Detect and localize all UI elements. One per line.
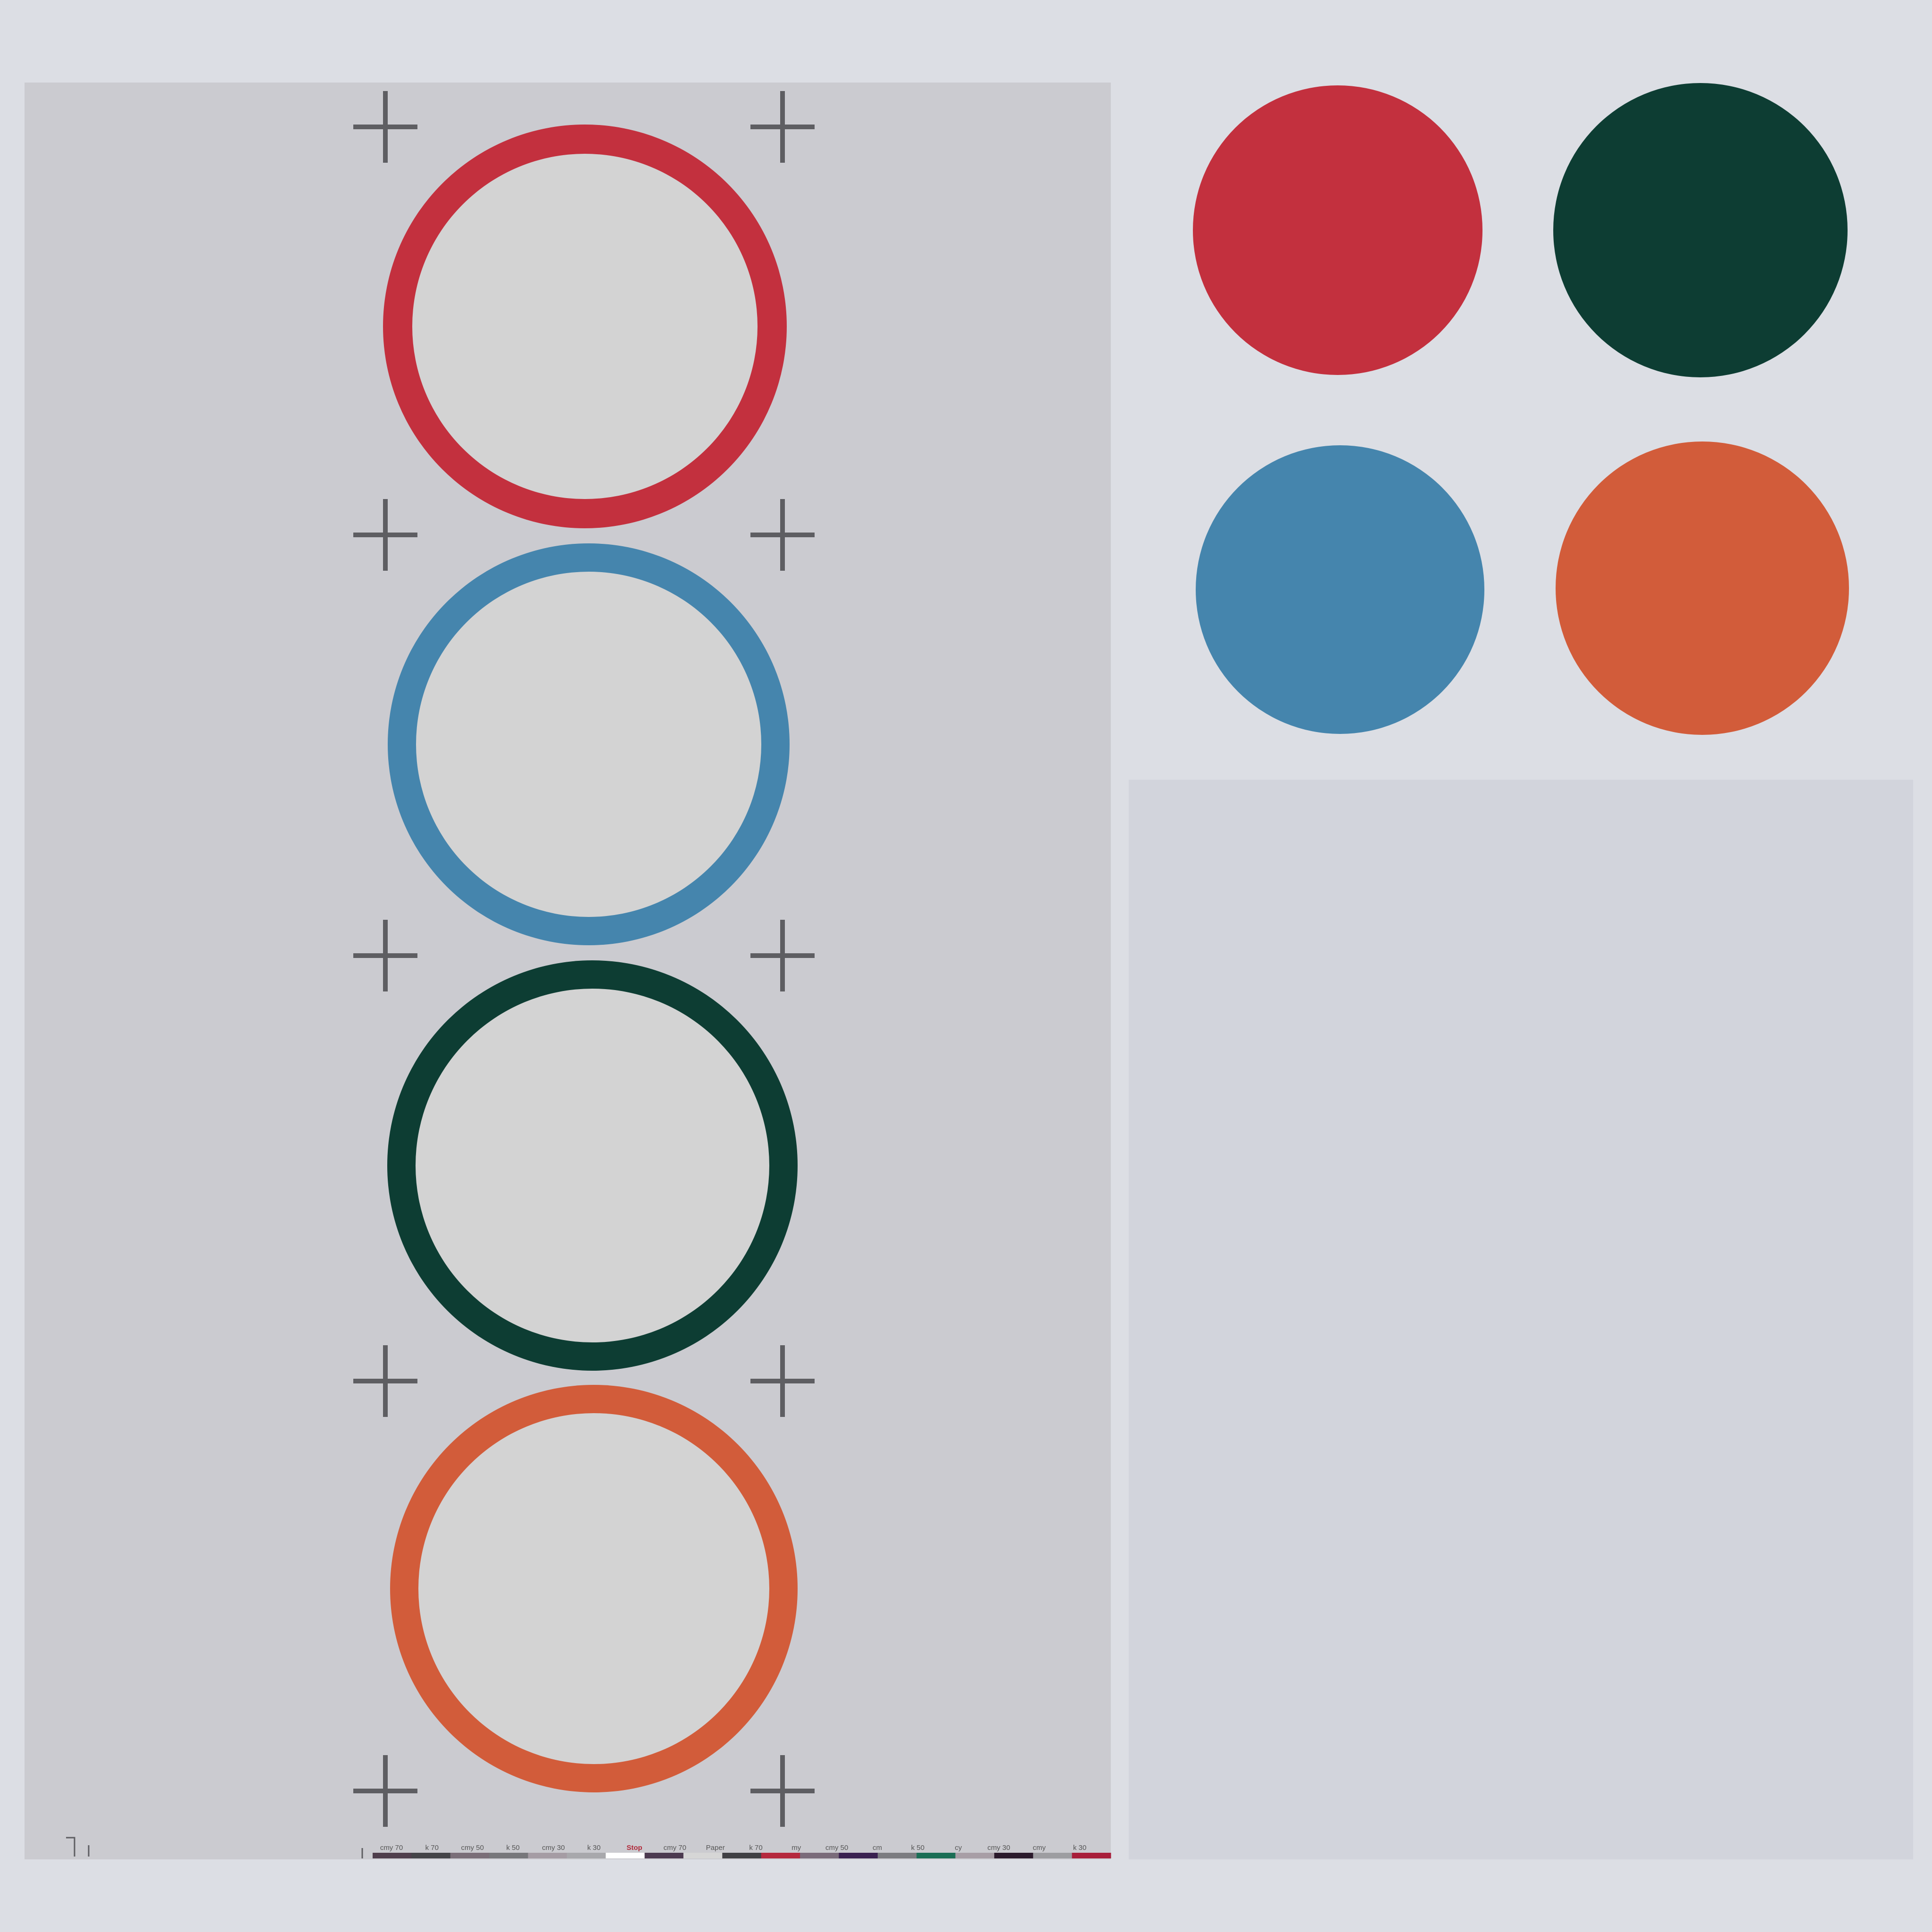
control-bar-patch: [955, 1853, 995, 1858]
corner-registration-mark: [66, 1837, 90, 1857]
color-control-bar: cmy 70 k 70 cmy 50 k 50 cmy 30 k 30 Stop cmy 70…: [361, 1844, 1111, 1858]
control-bar-patch: [1033, 1853, 1073, 1858]
crop-mark: [750, 1755, 815, 1827]
control-bar-label: k 50: [911, 1844, 924, 1852]
rings-column: [383, 125, 798, 1792]
blue-swatch: [1196, 445, 1484, 734]
control-bar-label: cmy: [1033, 1844, 1046, 1852]
crop-mark: [353, 91, 417, 163]
control-bar-patch: [877, 1853, 917, 1858]
control-bar-label: my: [791, 1844, 801, 1852]
control-bar-patch: [411, 1853, 451, 1858]
control-bar-label: cm: [873, 1844, 882, 1852]
control-bar-patch: [528, 1853, 567, 1858]
control-bar-patch: [683, 1853, 723, 1858]
crop-mark: [750, 91, 815, 163]
crop-marks: [353, 91, 815, 1827]
control-bar-patch: [839, 1853, 878, 1858]
control-bar-patch: [994, 1853, 1033, 1858]
control-bar-label: cmy 50: [825, 1844, 848, 1852]
orange-swatch: [1556, 441, 1849, 735]
control-bar-label: cmy 30: [987, 1844, 1010, 1852]
green-swatch: [1553, 83, 1848, 377]
red-ring: [383, 125, 787, 528]
control-bar-label: cmy 70: [664, 1844, 686, 1852]
green-ring: [387, 960, 798, 1371]
control-bar-label: cmy 70: [380, 1844, 403, 1852]
control-bar-label: k 70: [425, 1844, 439, 1852]
crop-mark: [353, 920, 417, 991]
control-bar-patch: [566, 1853, 606, 1858]
orange-ring: [390, 1385, 798, 1792]
print-sheet-right: [1129, 780, 1913, 1859]
crop-mark: [750, 1345, 815, 1417]
control-bar-label: cy: [955, 1844, 962, 1852]
control-bar-label: k 30: [1073, 1844, 1086, 1852]
control-bar-label: k 30: [587, 1844, 600, 1852]
crop-mark: [353, 1345, 417, 1417]
crop-mark: [750, 920, 815, 991]
control-bar-patch: [722, 1853, 762, 1858]
control-bar-patch: [800, 1853, 839, 1858]
crop-mark: [353, 1755, 417, 1827]
control-bar-patch: [606, 1853, 645, 1858]
control-bar-patch: [761, 1853, 800, 1858]
control-bar-patch: [916, 1853, 956, 1858]
control-bar-patch: [1072, 1853, 1111, 1858]
red-swatch: [1193, 85, 1482, 375]
control-bar-label: k 70: [749, 1844, 762, 1852]
control-bar-patch: [373, 1853, 412, 1858]
control-bar-label: Stop: [626, 1844, 642, 1852]
control-bar-label: cmy 30: [542, 1844, 565, 1852]
crop-mark: [353, 499, 417, 571]
control-bar-patch: [644, 1853, 684, 1858]
control-bar-label: Paper: [706, 1844, 725, 1852]
blue-ring: [388, 543, 790, 945]
swatch-grid: [1193, 83, 1849, 735]
crop-mark: [750, 499, 815, 571]
control-bar-patch: [489, 1853, 528, 1858]
control-bar-label: k 50: [506, 1844, 519, 1852]
control-bar-patch: [450, 1853, 490, 1858]
control-bar-label: cmy 50: [461, 1844, 484, 1852]
